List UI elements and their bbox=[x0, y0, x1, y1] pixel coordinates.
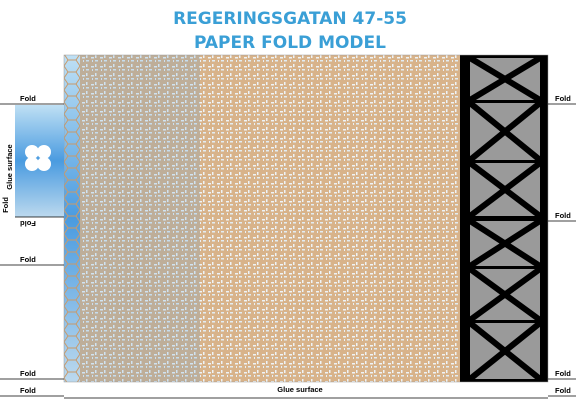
fold-label-right: Fold bbox=[555, 386, 571, 395]
brace bbox=[468, 160, 542, 219]
model-sheet bbox=[63, 54, 549, 383]
fold-label-left: Fold bbox=[20, 255, 36, 264]
title-line2: PAPER FOLD MODEL bbox=[194, 33, 386, 53]
fold-label-right: Fold bbox=[555, 211, 571, 220]
tab-fold-side: Fold bbox=[1, 197, 10, 213]
brace bbox=[468, 266, 542, 323]
fold-label-left: Fold bbox=[20, 386, 36, 395]
tab-fold-bottom: Fold bbox=[20, 219, 36, 228]
fold-label-left: Fold bbox=[20, 369, 36, 378]
left-tab: Glue surface Fold Fold bbox=[1, 105, 64, 228]
brace bbox=[468, 100, 542, 163]
fold-label-right: Fold bbox=[555, 94, 571, 103]
bottom-glue-label: Glue surface bbox=[277, 385, 322, 394]
brace bbox=[468, 218, 542, 269]
fold-label-right: Fold bbox=[555, 369, 571, 378]
title-line1: REGERINGSGATAN 47-55 bbox=[173, 9, 407, 29]
brace bbox=[468, 55, 542, 103]
fold-label-left: Fold bbox=[20, 94, 36, 103]
tab-glue-label: Glue surface bbox=[5, 144, 14, 189]
brace bbox=[468, 320, 542, 382]
